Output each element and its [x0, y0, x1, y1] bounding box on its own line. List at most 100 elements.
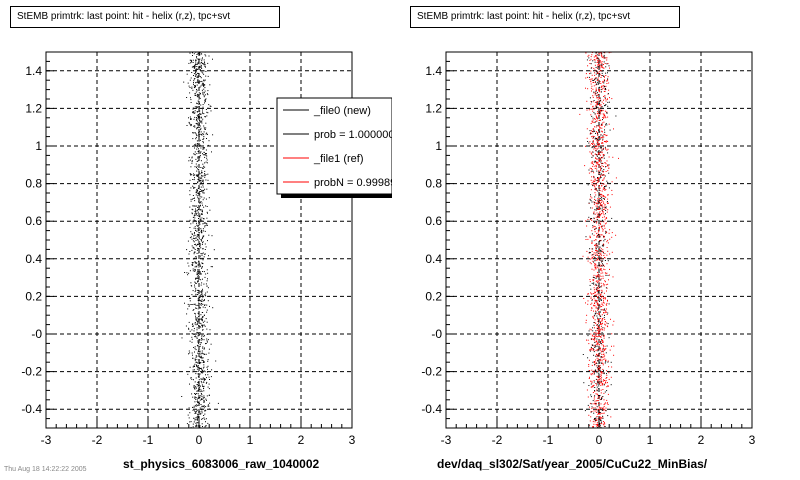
data-point	[202, 92, 204, 94]
data-point	[602, 229, 604, 231]
data-point	[598, 313, 600, 315]
data-point	[203, 147, 205, 149]
data-point	[596, 336, 598, 337]
data-point	[590, 394, 592, 396]
data-point	[606, 287, 608, 289]
data-point	[598, 65, 600, 67]
data-point	[601, 320, 603, 322]
data-point	[189, 219, 191, 221]
data-point	[607, 93, 609, 95]
data-point	[600, 146, 602, 148]
data-point	[597, 142, 599, 143]
data-point	[192, 246, 194, 248]
data-point	[604, 134, 606, 136]
data-point	[600, 384, 602, 386]
data-point	[601, 376, 603, 378]
data-point	[600, 269, 602, 271]
data-point	[197, 264, 199, 266]
data-point	[198, 81, 200, 83]
data-point	[194, 151, 196, 153]
data-point	[597, 303, 599, 305]
data-point	[196, 393, 198, 394]
data-point	[202, 57, 203, 59]
data-point	[200, 323, 202, 325]
data-point	[600, 89, 602, 91]
data-point	[604, 175, 606, 177]
data-point	[595, 281, 597, 283]
data-point	[600, 175, 601, 177]
data-point	[190, 62, 192, 64]
data-point	[597, 280, 599, 282]
data-point	[603, 113, 605, 115]
data-point	[204, 101, 206, 103]
data-point	[194, 266, 196, 268]
data-point	[598, 171, 600, 173]
data-point	[583, 298, 585, 299]
x-tick-label: 0	[596, 433, 603, 447]
data-point	[594, 181, 596, 182]
data-point	[602, 383, 604, 385]
data-point	[606, 99, 608, 101]
data-point	[203, 80, 205, 82]
data-point	[609, 97, 610, 99]
data-point	[602, 119, 603, 121]
data-point	[600, 377, 602, 379]
data-point	[207, 386, 209, 388]
data-point	[591, 67, 593, 69]
data-point	[595, 209, 597, 211]
data-point	[604, 403, 606, 405]
data-point	[189, 227, 191, 228]
data-point	[600, 214, 602, 216]
data-point	[201, 395, 203, 397]
data-point	[595, 424, 597, 426]
data-point	[194, 126, 196, 128]
data-point	[199, 407, 201, 409]
data-point	[586, 128, 588, 130]
data-point	[199, 264, 201, 266]
data-point	[596, 388, 598, 390]
data-point	[192, 222, 194, 224]
data-point	[195, 324, 197, 326]
data-point	[188, 328, 190, 330]
data-point	[599, 259, 601, 260]
data-point	[205, 318, 207, 320]
data-point	[593, 59, 595, 61]
data-point	[599, 131, 601, 133]
data-point	[589, 420, 591, 422]
data-point	[610, 376, 612, 378]
data-point	[194, 197, 195, 199]
data-point	[602, 148, 604, 150]
data-point	[191, 238, 193, 240]
data-point	[197, 187, 199, 189]
data-point	[597, 177, 598, 178]
data-point	[594, 400, 596, 402]
data-point	[599, 367, 601, 369]
data-point	[199, 425, 201, 427]
data-point	[197, 333, 199, 335]
data-point	[594, 226, 596, 228]
data-point	[187, 82, 189, 84]
data-point	[199, 397, 201, 398]
data-point	[598, 189, 600, 191]
data-point	[201, 175, 203, 177]
data-point	[598, 322, 599, 324]
data-point	[596, 290, 598, 292]
data-point	[592, 101, 594, 103]
data-point	[589, 199, 591, 201]
data-point	[200, 209, 202, 211]
data-point	[201, 357, 202, 359]
data-point	[195, 208, 196, 210]
data-point	[610, 361, 612, 363]
data-point	[204, 307, 206, 309]
data-point	[590, 63, 592, 65]
data-point	[607, 360, 609, 362]
data-point	[209, 379, 210, 380]
data-point	[599, 222, 601, 224]
data-point	[204, 370, 206, 372]
data-point	[594, 161, 596, 163]
data-point	[190, 97, 191, 99]
data-point	[606, 112, 608, 114]
data-point	[201, 210, 203, 212]
data-point	[196, 213, 198, 214]
data-point	[204, 61, 205, 63]
